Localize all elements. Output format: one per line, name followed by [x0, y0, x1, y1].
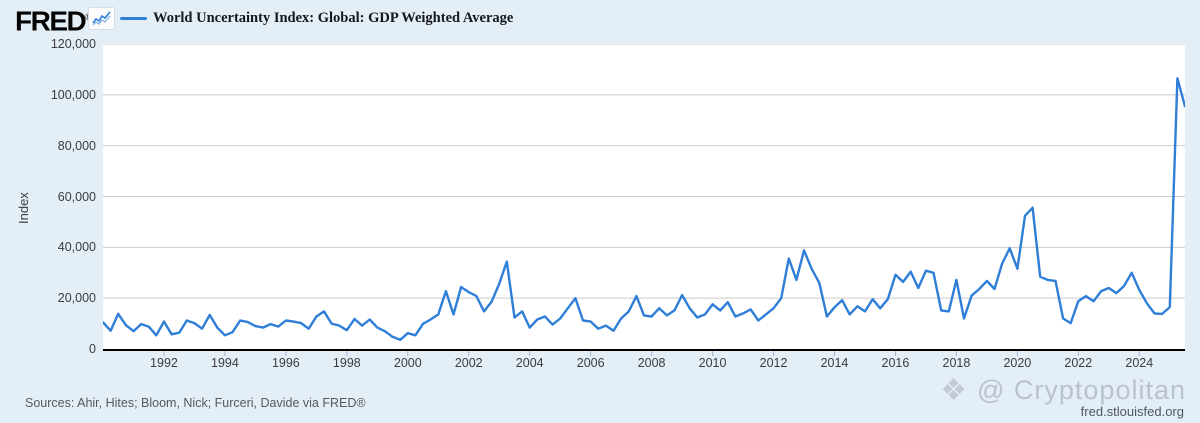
x-tick-label: 2002 — [454, 356, 483, 370]
x-tick-label: 2000 — [393, 356, 422, 370]
legend-line-swatch — [120, 17, 147, 20]
chart-plot-area[interactable] — [103, 44, 1185, 362]
x-tick-label: 2014 — [820, 356, 849, 370]
y-tick-label: 0 — [89, 342, 96, 356]
x-tick-label: 2020 — [1003, 356, 1032, 370]
data-series-line[interactable] — [103, 77, 1185, 341]
watermark: ❖ @ Cryptopolitan — [940, 375, 1186, 406]
x-tick-label: 1996 — [271, 356, 300, 370]
x-tick-label: 2010 — [698, 356, 727, 370]
fred-logo[interactable]: FRED® — [15, 2, 92, 36]
y-tick-label: 100,000 — [50, 87, 96, 102]
fred-sparkline-icon — [88, 7, 115, 30]
x-tick-label: 2016 — [881, 356, 910, 370]
y-tick-label: 40,000 — [57, 240, 96, 255]
sources-attribution: Sources: Ahir, Hites; Bloom, Nick; Furce… — [25, 396, 366, 410]
x-tick-label: 1994 — [211, 356, 239, 370]
x-tick-label: 2022 — [1064, 356, 1093, 370]
y-tick-label: 20,000 — [57, 291, 96, 306]
x-tick-label: 1998 — [332, 356, 361, 370]
watermark-handle: @ Cryptopolitan — [977, 375, 1186, 405]
x-tick-label: 2008 — [637, 356, 666, 370]
x-tick-label: 2024 — [1125, 356, 1154, 370]
x-tick-label: 2012 — [759, 356, 788, 370]
fred-logo-text: FRED — [15, 5, 87, 37]
x-tick-label: 1992 — [150, 356, 178, 370]
x-tick-label: 2006 — [576, 356, 605, 370]
x-tick-label: 2018 — [942, 356, 971, 370]
fred-site-url: fred.stlouisfed.org — [1080, 404, 1184, 419]
diamond-logo-icon: ❖ — [940, 373, 968, 407]
y-tick-label: 120,000 — [50, 37, 96, 51]
y-tick-label: 60,000 — [57, 189, 96, 204]
legend-series-label: World Uncertainty Index: Global: GDP Wei… — [153, 10, 514, 26]
y-tick-label: 80,000 — [57, 138, 96, 153]
x-tick-label: 2004 — [515, 356, 544, 370]
